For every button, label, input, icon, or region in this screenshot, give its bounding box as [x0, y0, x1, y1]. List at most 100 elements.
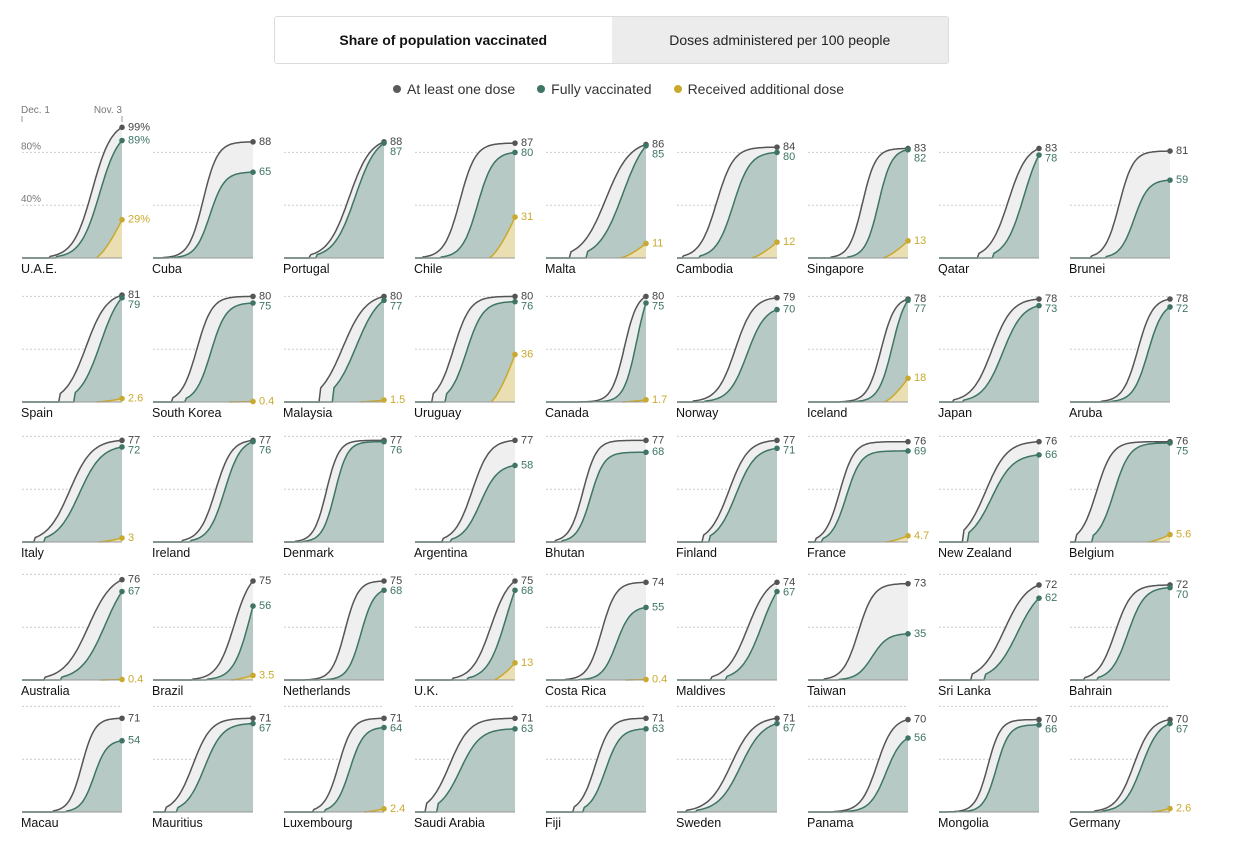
country-name: Belgium — [1069, 546, 1114, 560]
end-dot-fully-vaccinated — [381, 587, 387, 594]
tab-share-vaccinated[interactable]: Share of population vaccinated — [275, 17, 612, 63]
value-label-fully-vaccinated: 68 — [652, 446, 664, 458]
area-fully-vaccinated — [546, 728, 646, 812]
value-label-fully-vaccinated: 85 — [652, 148, 664, 160]
end-dot-fully-vaccinated — [1167, 720, 1173, 727]
area-fully-vaccinated — [677, 723, 777, 812]
end-dot-one-dose — [774, 579, 780, 586]
value-label-fully-vaccinated: 67 — [259, 722, 271, 734]
area-additional-dose — [490, 354, 515, 402]
area-fully-vaccinated — [546, 452, 646, 542]
end-dot-additional-dose — [512, 660, 518, 666]
value-label-additional-dose: 3.5 — [259, 669, 274, 681]
end-dot-one-dose — [119, 715, 125, 722]
value-label-fully-vaccinated: 77 — [390, 300, 402, 312]
country-name: Singapore — [807, 262, 864, 276]
end-dot-fully-vaccinated — [643, 449, 649, 456]
value-label-one-dose: 77 — [652, 434, 664, 446]
end-dot-fully-vaccinated — [1036, 722, 1042, 728]
country-name: Fiji — [545, 816, 561, 830]
line-fully-vaccinated — [546, 451, 646, 543]
country-name: South Korea — [152, 406, 222, 420]
chart-legend: At least one dose Fully vaccinated Recei… — [0, 81, 1237, 97]
value-label-fully-vaccinated: 77 — [914, 303, 926, 315]
end-dot-fully-vaccinated — [250, 720, 256, 727]
area-fully-vaccinated — [677, 591, 777, 680]
end-dot-fully-vaccinated — [250, 438, 256, 445]
end-dot-additional-dose — [119, 535, 125, 541]
end-dot-additional-dose — [1167, 531, 1173, 538]
value-label-fully-vaccinated: 70 — [783, 304, 795, 316]
value-label-one-dose: 87 — [521, 137, 533, 149]
area-fully-vaccinated — [22, 140, 122, 258]
area-fully-vaccinated — [22, 297, 122, 402]
end-dot-one-dose — [119, 437, 125, 444]
value-label-one-dose: 88 — [259, 136, 271, 148]
value-label-additional-dose: 5.6 — [1176, 529, 1191, 541]
y-tick-label-40: 40% — [21, 194, 41, 205]
area-additional-dose — [882, 240, 908, 258]
end-dot-one-dose — [1036, 716, 1042, 723]
value-label-fully-vaccinated: 56 — [914, 732, 926, 744]
value-label-fully-vaccinated: 78 — [1045, 152, 1057, 164]
end-dot-additional-dose — [119, 676, 125, 683]
line-one-dose — [546, 439, 646, 543]
line-one-dose — [677, 146, 777, 259]
value-label-fully-vaccinated: 89% — [128, 135, 150, 147]
area-fully-vaccinated — [1070, 443, 1170, 542]
end-dot-fully-vaccinated — [774, 445, 780, 452]
end-dot-one-dose — [381, 715, 387, 722]
value-label-additional-dose: 4.7 — [914, 530, 929, 542]
value-label-fully-vaccinated: 82 — [914, 152, 926, 164]
line-additional-dose — [489, 216, 516, 259]
line-additional-dose — [1148, 533, 1171, 543]
area-fully-vaccinated — [22, 591, 122, 680]
value-label-additional-dose: 13 — [521, 657, 533, 669]
area-fully-vaccinated — [284, 727, 384, 812]
end-dot-additional-dose — [512, 214, 518, 220]
end-dot-fully-vaccinated — [119, 137, 125, 144]
value-label-fully-vaccinated: 62 — [1045, 592, 1057, 604]
end-dot-fully-vaccinated — [119, 737, 125, 744]
value-label-additional-dose: 2.6 — [128, 393, 143, 405]
country-name: U.A.E. — [21, 262, 57, 276]
area-additional-dose — [96, 398, 122, 402]
value-label-one-dose: 70 — [1176, 714, 1188, 726]
area-additional-dose — [488, 217, 515, 258]
value-label-fully-vaccinated: 76 — [390, 444, 402, 456]
area-fully-vaccinated — [808, 149, 908, 258]
area-additional-dose — [95, 219, 122, 258]
country-name: Luxembourg — [283, 816, 353, 830]
area-fully-vaccinated — [1070, 180, 1170, 258]
end-dot-fully-vaccinated — [774, 720, 780, 727]
value-label-one-dose: 79 — [783, 292, 795, 304]
end-dot-fully-vaccinated — [512, 726, 518, 732]
end-dot-additional-dose — [119, 395, 125, 402]
line-fully-vaccinated — [808, 450, 908, 543]
end-dot-one-dose — [774, 294, 780, 301]
value-label-fully-vaccinated: 75 — [259, 300, 271, 312]
end-dot-additional-dose — [905, 375, 911, 382]
value-label-additional-dose: 3 — [128, 532, 134, 544]
tab-doses-per-100[interactable]: Doses administered per 100 people — [611, 17, 948, 63]
area-fully-vaccinated — [284, 143, 384, 258]
area-fully-vaccinated — [677, 448, 777, 542]
value-label-fully-vaccinated: 87 — [390, 146, 402, 158]
country-name: Cuba — [152, 262, 182, 276]
legend-label-additional: Received additional dose — [687, 81, 845, 97]
area-fully-vaccinated — [808, 738, 908, 812]
end-dot-fully-vaccinated — [512, 149, 518, 156]
value-label-fully-vaccinated: 66 — [1045, 449, 1057, 461]
